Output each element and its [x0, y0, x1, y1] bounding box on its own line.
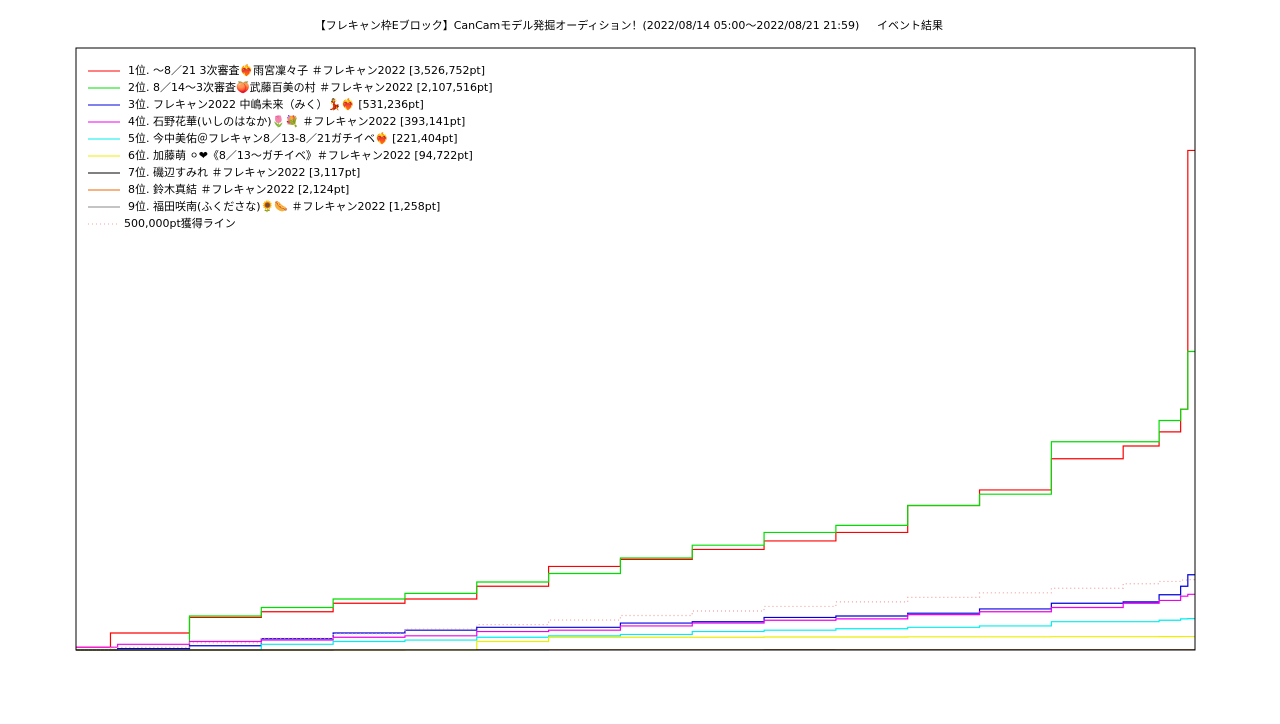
legend-label: 3位. フレキャン2022 中嶋未来（みく）💃❤️‍🔥 [531,236pt]	[128, 97, 424, 111]
legend-label: 8位. 鈴木真結 ＃フレキャン2022 [2,124pt]	[128, 182, 349, 196]
legend-label: 9位. 福田咲南(ふくださな)🌻🌭 ＃フレキャン2022 [1,258pt]	[128, 199, 440, 213]
legend-label: 5位. 今中美佑＠フレキャン8／13-8／21ガチイベ❤️‍🔥 [221,404…	[128, 131, 458, 145]
legend-label: 1位. 〜8／21 3次審査❤️‍🔥雨宮凜々子 ＃フレキャン2022 [3,52…	[128, 63, 485, 77]
chart-title: 【フレキャン枠Eブロック】CanCamモデル発掘オーディション！(2022/08…	[315, 18, 860, 32]
legend-label: 2位. 8／14〜3次審査🍑武藤百美の村 ＃フレキャン2022 [2,107,5…	[128, 80, 493, 94]
chart-subtitle: イベント結果	[877, 18, 943, 32]
legend-label: 7位. 磯辺すみれ ＃フレキャン2022 [3,117pt]	[128, 165, 360, 179]
legend-label: 6位. 加藤萌 ⚪❤《8／13〜ガチイベ》＃フレキャン2022 [94,722p…	[128, 148, 473, 162]
legend-label: 4位. 石野花華(いしのはなか)🌷💐 ＃フレキャン2022 [393,141pt…	[128, 114, 465, 128]
legend-label: 500,000pt獲得ライン	[124, 217, 236, 230]
legend: 1位. 〜8／21 3次審査❤️‍🔥雨宮凜々子 ＃フレキャン2022 [3,52…	[80, 56, 536, 290]
